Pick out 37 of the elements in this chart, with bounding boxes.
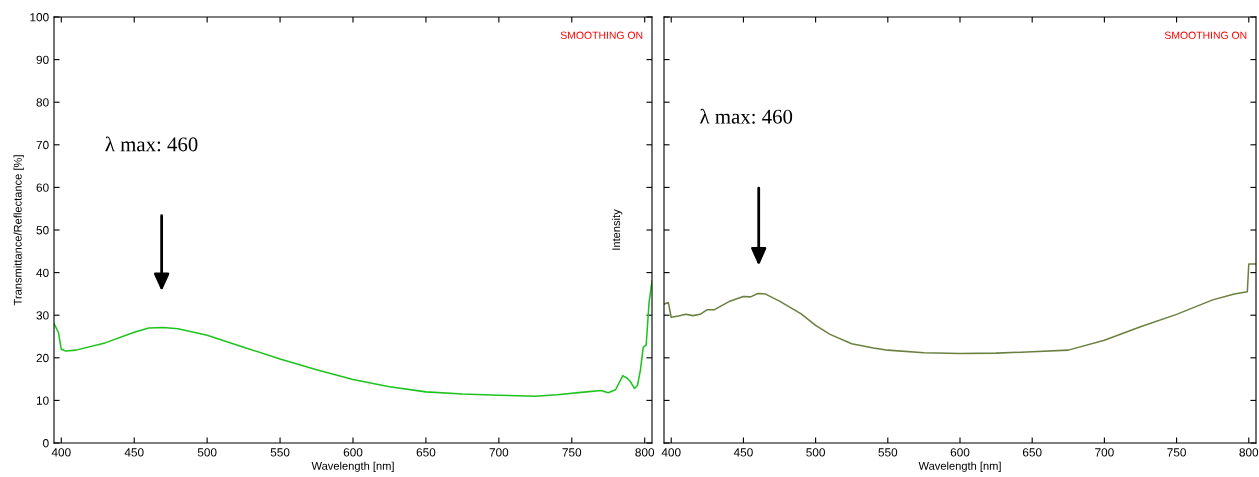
y-tick-label: 0: [43, 439, 49, 448]
x-tick-label: 450: [733, 448, 753, 457]
y-tick-label: 40: [36, 268, 49, 277]
y-tick-label: 50: [36, 226, 49, 235]
x-tick-label: 650: [416, 448, 436, 457]
annotation: SMOOTHING ON: [560, 31, 643, 39]
y-tick-label: 70: [36, 140, 49, 150]
x-tick-label: 600: [343, 448, 363, 457]
y-tick-label: 30: [36, 311, 49, 320]
y-tick-label: 60: [36, 183, 49, 192]
x-tick-label: 750: [1167, 448, 1186, 457]
x-tick-label: 600: [950, 448, 970, 457]
x-tick-label: 650: [1022, 448, 1042, 457]
y-axis-title: Transmittance/Reflectance [%]: [13, 155, 24, 306]
x-tick-label: 800: [1239, 448, 1259, 457]
y-tick-label: 90: [36, 55, 49, 64]
x-tick-label: 750: [562, 448, 582, 457]
x-tick-label: 550: [878, 448, 898, 457]
x-axis-title: Wavelength [nm]: [311, 461, 394, 472]
y-tick-label: 100: [30, 13, 49, 22]
x-tick-label: 700: [489, 448, 509, 457]
x-tick-label: 700: [1095, 448, 1114, 457]
x-tick-label: 500: [806, 448, 825, 457]
x-tick-label: 400: [51, 448, 71, 457]
x-tick-label: 550: [270, 448, 290, 457]
x-tick-label: 450: [124, 448, 144, 457]
y-tick-label: 80: [36, 98, 49, 107]
x-tick-label: 400: [661, 448, 681, 457]
y-tick-label: 20: [36, 353, 49, 363]
y-axis-title: Intensity: [611, 209, 623, 250]
annotation: SMOOTHING ON: [1164, 31, 1247, 39]
annotation: λ max: 460: [700, 108, 793, 124]
x-axis-title: Wavelength [nm]: [918, 461, 1001, 472]
annotation: λ max: 460: [105, 136, 198, 152]
x-tick-label: 800: [635, 448, 655, 457]
x-tick-label: 500: [197, 448, 217, 457]
y-tick-label: 10: [36, 396, 49, 405]
